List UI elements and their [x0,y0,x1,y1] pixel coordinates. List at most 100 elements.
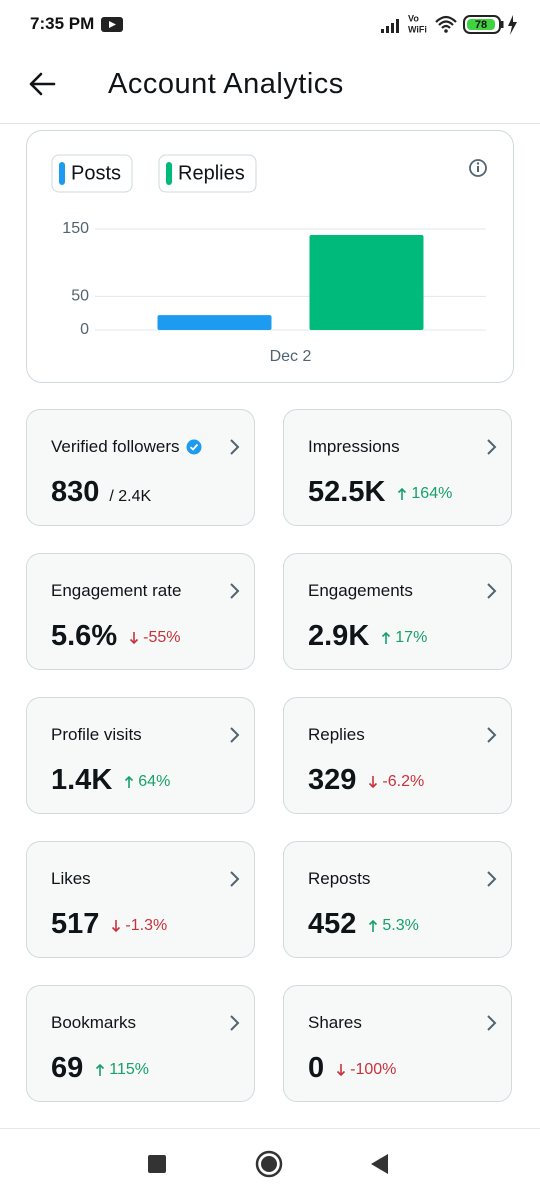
trend-arrow [337,1064,346,1077]
metric-label: Engagements [308,581,413,600]
metric-value: 517 [51,908,100,940]
change-text: 115% [109,1061,149,1078]
home-button[interactable] [255,1150,283,1178]
metric-row: 329 -6.2% [308,764,424,797]
arrow-path [112,920,121,933]
metric-value: 452 [308,908,357,940]
chevron [230,1015,240,1031]
legend-label: Replies [178,162,245,184]
chevron-path [487,1015,497,1031]
chevron [230,439,240,455]
metric-label-row: Engagement rate [51,581,181,601]
trend-arrow [369,776,378,789]
battery-level: 78 [475,19,487,31]
metric-label-row: Verified followers [51,437,202,457]
metric-value: 830 [51,476,100,508]
badge-bg [186,439,202,455]
arrow-path [130,632,139,645]
metric-row: 452 5.3% [308,908,419,941]
arrow-path [96,1063,105,1076]
metric-label: Bookmarks [51,1013,137,1032]
metric-label-row: Replies [308,725,365,745]
chevron-path [230,727,240,743]
metric-label: Replies [308,725,365,744]
chevron [230,583,240,599]
vo-label: Vo [408,13,419,23]
chevron [230,871,240,887]
metric-label: Impressions [308,437,400,456]
metric-card[interactable]: Bookmarks 69 115% [26,985,255,1102]
change-text: -1.3% [125,917,168,934]
change-text: -6.2% [382,773,425,790]
metric-label: Reposts [308,869,371,888]
metric-card[interactable]: Shares 0 -100% [283,985,512,1102]
nav-bar [148,1150,388,1178]
metric-change: -1.3% [111,917,167,935]
back-button[interactable] [28,70,58,98]
metric-card[interactable]: Engagement rate 5.6% -55% [26,553,255,670]
chevron-path [230,439,240,455]
metric-value: 69 [51,1052,84,1084]
metric-value: 2.9K [308,620,370,652]
metric-label: Engagement rate [51,581,182,600]
change-text: 164% [411,485,453,502]
metric-row: 5.6% -55% [51,620,180,653]
metric-label-row: Engagements [308,581,413,601]
legend-swatch [59,162,65,185]
metric-label-row: Shares [308,1013,362,1033]
metric-card[interactable]: Replies 329 -6.2% [283,697,512,814]
chevron-path [230,871,240,887]
metric-label-row: Bookmarks [51,1013,136,1033]
legend-chip [158,154,257,193]
page-title: Account Analytics [108,68,344,100]
arrow-path [398,487,407,500]
metric-change: -55% [129,629,180,647]
youtube-icon [101,17,123,32]
metric-label-row: Impressions [308,437,400,457]
chart: 0 50 150 Posts Replies Dec 2 [51,154,487,365]
metric-card[interactable]: Engagements 2.9K 17% [283,553,512,670]
divider [0,123,540,124]
metric-change: 17% [381,629,427,647]
metric-value: 0 [308,1052,325,1084]
status-icons: Vo WiFi 78 [381,13,517,35]
legend-swatch [166,162,172,185]
metric-card[interactable]: Verified followers 830 / 2.4K [26,409,255,526]
metric-value: 329 [308,764,357,796]
chevron [487,583,497,599]
badge-check [189,443,198,451]
y-tick-label: 0 [80,321,89,338]
metric-card[interactable]: Profile visits 1.4K 64% [26,697,255,814]
chevron-path [230,583,240,599]
arrow-path [369,919,378,932]
info-icon[interactable] [469,159,487,177]
metric-label: Profile visits [51,725,142,744]
chevron [487,1015,497,1031]
metric-value: 5.6% [51,620,118,652]
metric-row: 830 / 2.4K [51,476,151,509]
metric-row: 517 -1.3% [51,908,167,941]
chevron [487,871,497,887]
back-nav-button[interactable] [371,1154,388,1174]
trend-arrow [125,775,134,788]
metric-card[interactable]: Likes 517 -1.3% [26,841,255,958]
trend-arrow [96,1063,105,1076]
bar [157,315,272,330]
trend-arrow [398,487,407,500]
change-text: -100% [350,1061,397,1078]
metric-card[interactable]: Impressions 52.5K 164% [283,409,512,526]
recents-button[interactable] [148,1155,166,1173]
trend-arrow [112,920,121,933]
metric-value: 52.5K [308,476,386,508]
metric-label-row: Reposts [308,869,370,889]
x-tick-label: Dec 2 [270,348,312,365]
metric-change: -100% [336,1061,396,1079]
metric-row: 2.9K 17% [308,620,427,653]
metric-card[interactable]: Reposts 452 5.3% [283,841,512,958]
trend-arrow [382,631,391,644]
change-text: 64% [138,773,171,790]
metric-row: 69 115% [51,1052,149,1085]
metric-value: 1.4K [51,764,113,796]
metric-label-row: Likes [51,869,91,889]
